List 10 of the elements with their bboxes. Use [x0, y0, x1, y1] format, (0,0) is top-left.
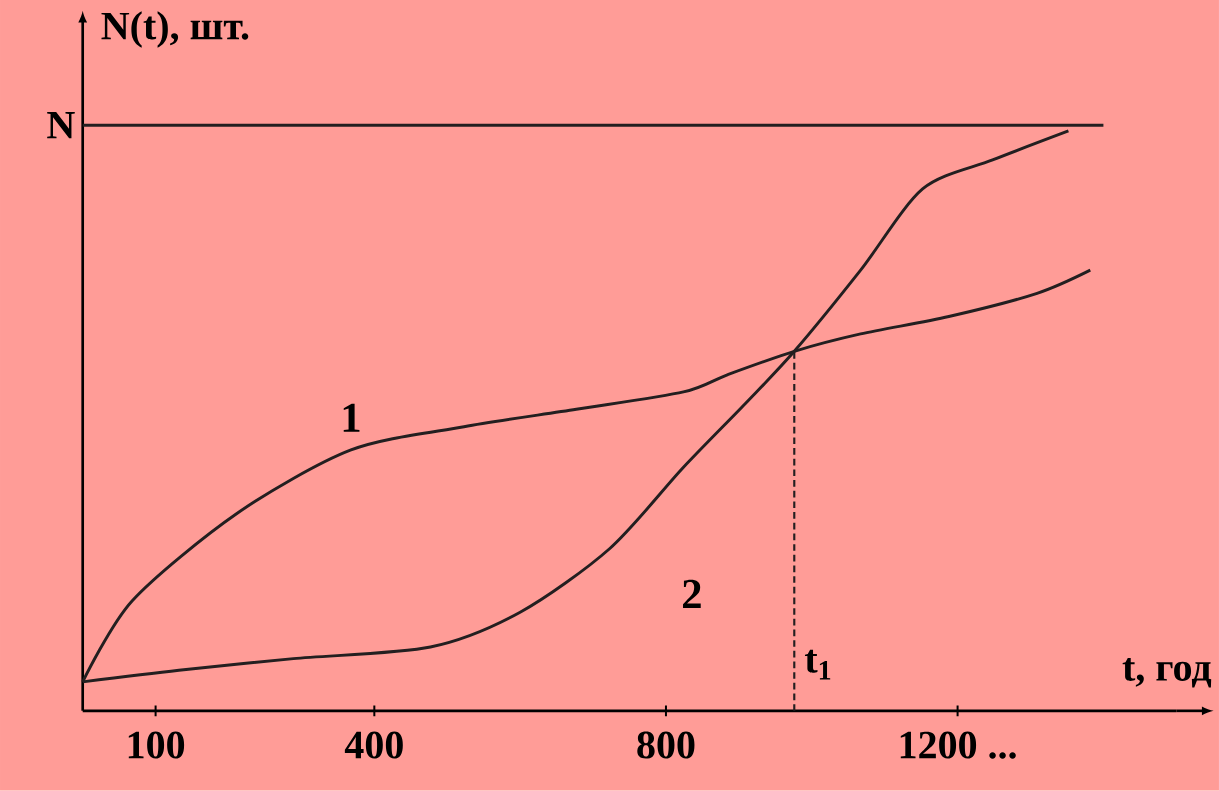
x-tick-label: 400: [344, 731, 403, 759]
series-label: 1: [343, 403, 360, 432]
x-axis-title: t, год: [1122, 658, 1212, 688]
x-tick-label: 100: [128, 731, 185, 759]
ref-line-label: N: [47, 112, 75, 139]
x-tick-label: 1200 ...: [900, 731, 1016, 759]
series-label: 2: [683, 579, 701, 609]
ref-line-label: t$_{1}$: [804, 649, 831, 680]
x-tick-label: 800: [637, 731, 695, 759]
y-axis-title: N(t), шт.: [101, 11, 249, 48]
